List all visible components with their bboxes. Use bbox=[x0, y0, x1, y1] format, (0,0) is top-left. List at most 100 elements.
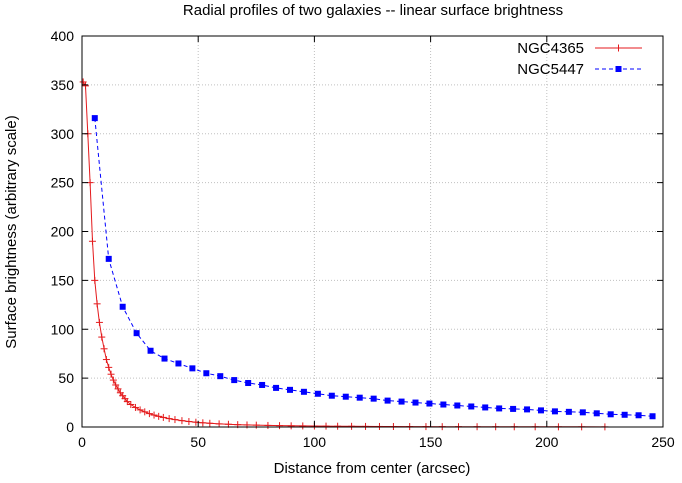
data-point-ngc4365 bbox=[93, 300, 101, 308]
data-point-ngc4365 bbox=[114, 385, 122, 393]
data-point-ngc5447 bbox=[245, 380, 252, 387]
data-point-ngc5447 bbox=[468, 403, 475, 410]
data-point-ngc4365 bbox=[252, 421, 260, 429]
grid bbox=[82, 36, 663, 427]
y-tick-label: 400 bbox=[51, 28, 75, 44]
x-tick-label: 150 bbox=[419, 434, 443, 450]
data-point-ngc5447 bbox=[273, 384, 280, 391]
data-point-ngc5447 bbox=[119, 303, 126, 310]
y-tick-label: 350 bbox=[51, 77, 75, 93]
data-point-ngc5447 bbox=[314, 390, 321, 397]
data-point-ngc4365 bbox=[348, 422, 356, 430]
data-point-ngc5447 bbox=[217, 373, 224, 380]
series-layer bbox=[79, 78, 656, 431]
y-tick-label: 150 bbox=[51, 272, 75, 288]
data-point-ngc4365 bbox=[299, 422, 307, 430]
x-tick-label: 0 bbox=[78, 434, 86, 450]
data-point-ngc5447 bbox=[635, 412, 642, 419]
data-point-ngc4365 bbox=[98, 333, 106, 341]
data-point-ngc5447 bbox=[398, 398, 405, 405]
data-point-ngc5447 bbox=[203, 370, 210, 377]
series-line-ngc5447 bbox=[94, 118, 653, 417]
data-point-ngc4365 bbox=[91, 276, 99, 284]
data-point-ngc4365 bbox=[100, 345, 108, 353]
data-point-ngc4365 bbox=[127, 401, 135, 409]
data-point-ngc5447 bbox=[259, 381, 266, 388]
x-tick-label: 250 bbox=[651, 434, 675, 450]
legend-label-ngc5447: NGC5447 bbox=[517, 61, 584, 78]
data-point-ngc5447 bbox=[524, 406, 531, 413]
data-point-ngc5447 bbox=[189, 365, 196, 372]
data-point-ngc5447 bbox=[496, 405, 503, 412]
data-point-ngc5447 bbox=[370, 395, 377, 402]
data-point-ngc5447 bbox=[412, 399, 419, 406]
x-tick-label: 200 bbox=[535, 434, 559, 450]
x-tick-label: 100 bbox=[303, 434, 327, 450]
axis-ticks: 0 50 100 150 200 250 0 50 100 150 200 250 300 350 400 bbox=[51, 28, 675, 450]
data-point-ngc4365 bbox=[141, 408, 149, 416]
data-point-ngc4365 bbox=[185, 418, 193, 426]
legend: NGC4365 NGC5447 bbox=[517, 40, 642, 78]
data-point-ngc4365 bbox=[102, 356, 110, 364]
data-point-ngc5447 bbox=[621, 411, 628, 418]
data-point-ngc5447 bbox=[384, 397, 391, 404]
data-point-ngc4365 bbox=[375, 422, 383, 430]
y-tick-label: 200 bbox=[51, 224, 75, 240]
y-tick-label: 300 bbox=[51, 126, 75, 142]
data-point-ngc4365 bbox=[159, 413, 167, 421]
data-point-ngc4365 bbox=[264, 421, 272, 429]
data-point-ngc4365 bbox=[145, 410, 153, 418]
data-point-ngc5447 bbox=[286, 386, 293, 393]
data-point-ngc5447 bbox=[440, 401, 447, 408]
data-point-ngc4365 bbox=[287, 422, 295, 430]
data-point-ngc4365 bbox=[79, 78, 87, 86]
series-ngc5447 bbox=[91, 115, 656, 420]
x-tick-label: 50 bbox=[190, 434, 206, 450]
data-point-ngc5447 bbox=[551, 408, 558, 415]
data-point-ngc5447 bbox=[91, 115, 98, 122]
y-tick-label: 250 bbox=[51, 175, 75, 191]
data-point-ngc4365 bbox=[362, 422, 370, 430]
x-axis-label: Distance from center (arcsec) bbox=[274, 460, 471, 477]
y-axis-label: Surface brightness (arbitrary scale) bbox=[3, 115, 20, 348]
chart-title: Radial profiles of two galaxies -- linea… bbox=[183, 2, 563, 19]
data-point-ngc5447 bbox=[482, 404, 489, 411]
data-point-ngc4365 bbox=[131, 403, 139, 411]
data-point-ngc5447 bbox=[454, 402, 461, 409]
data-point-ngc4365 bbox=[199, 419, 207, 427]
data-point-ngc4365 bbox=[150, 411, 158, 419]
y-tick-label: 100 bbox=[51, 321, 75, 337]
y-tick-label: 0 bbox=[66, 419, 74, 435]
legend-marker-ngc4365 bbox=[615, 44, 622, 52]
data-point-ngc5447 bbox=[593, 410, 600, 417]
data-point-ngc4365 bbox=[334, 422, 342, 430]
data-point-ngc4365 bbox=[112, 381, 120, 389]
data-point-ngc5447 bbox=[649, 413, 656, 420]
data-point-ngc5447 bbox=[328, 392, 335, 399]
data-point-ngc4365 bbox=[206, 419, 214, 427]
data-point-ngc4365 bbox=[165, 415, 173, 423]
data-point-ngc5447 bbox=[342, 393, 349, 400]
y-tick-label: 50 bbox=[58, 370, 74, 386]
data-point-ngc4365 bbox=[81, 82, 89, 90]
data-point-ngc4365 bbox=[109, 376, 117, 384]
data-point-ngc5447 bbox=[607, 411, 614, 418]
data-point-ngc4365 bbox=[155, 412, 163, 420]
data-point-ngc4365 bbox=[107, 370, 115, 378]
data-point-ngc4365 bbox=[123, 398, 131, 406]
data-point-ngc5447 bbox=[105, 255, 112, 262]
legend-marker-ngc5447 bbox=[615, 66, 622, 72]
data-point-ngc5447 bbox=[356, 394, 363, 401]
data-point-ngc5447 bbox=[300, 388, 307, 395]
data-point-ngc4365 bbox=[105, 363, 113, 371]
data-point-ngc4365 bbox=[178, 417, 186, 425]
data-point-ngc4365 bbox=[171, 416, 179, 424]
data-point-ngc5447 bbox=[579, 409, 586, 416]
data-point-ngc5447 bbox=[175, 360, 182, 367]
data-point-ngc5447 bbox=[537, 407, 544, 414]
data-point-ngc5447 bbox=[565, 408, 572, 415]
data-point-ngc4365 bbox=[95, 318, 103, 326]
data-point-ngc5447 bbox=[161, 355, 168, 362]
data-point-ngc5447 bbox=[231, 377, 238, 384]
